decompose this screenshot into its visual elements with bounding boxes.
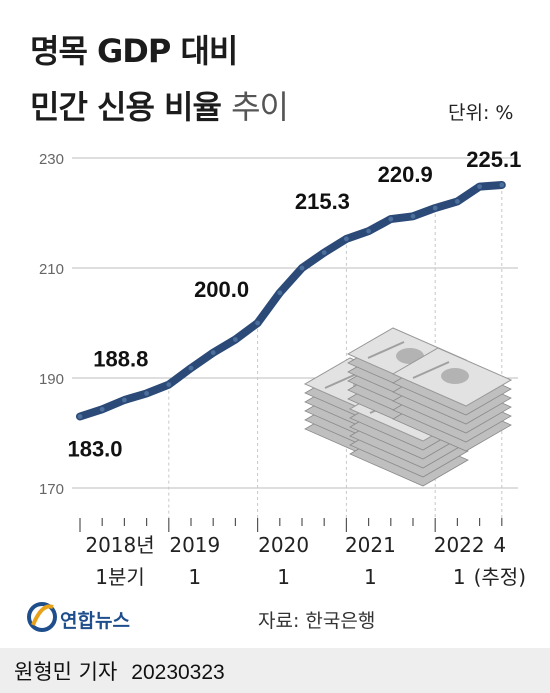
data-point <box>188 365 194 371</box>
data-point <box>388 216 394 222</box>
yonhap-logo-icon <box>27 602 57 632</box>
x-tick-label-line2: 1 <box>364 565 377 589</box>
banknote-band <box>412 361 450 379</box>
data-point <box>299 265 305 271</box>
x-tick-label-line1: 2018년 <box>85 533 154 557</box>
chart-title-line1: 명목 GDP 대비 <box>30 32 238 70</box>
data-point <box>77 414 83 419</box>
data-point <box>432 205 438 211</box>
data-label: 183.0 <box>67 437 122 462</box>
banknote-band <box>367 341 405 359</box>
x-tick-label-line1: 2020 <box>258 533 309 557</box>
footer-band <box>0 648 550 693</box>
x-tick-label-line1: 4 <box>493 533 506 557</box>
data-point <box>499 182 505 188</box>
y-tick-label: 190 <box>39 371 64 388</box>
data-point <box>210 350 216 356</box>
x-tick-labels: 2018년 1분기 2019 1 2020 1 2021 1 2022 1 4 (추정) <box>85 533 526 589</box>
data-point <box>277 290 283 296</box>
data-label: 188.8 <box>93 347 148 372</box>
data-point <box>255 320 260 326</box>
grid <box>72 157 518 532</box>
data-label: 200.0 <box>194 277 249 302</box>
data-point <box>144 391 150 396</box>
chart-title-line2: 민간 신용 비율 추이 <box>30 82 289 128</box>
x-tick-label-line2: 1분기 <box>95 565 145 589</box>
data-point <box>410 213 416 219</box>
y-tick-label: 230 <box>39 151 64 168</box>
x-tick-label-line2: 1 <box>453 565 466 589</box>
y-tick-label: 210 <box>39 261 64 278</box>
data-label: 225.1 <box>466 147 521 172</box>
data-point <box>344 236 349 242</box>
data-point <box>477 184 482 190</box>
data-point <box>99 406 105 412</box>
x-tick-label-line2: 1 <box>188 565 201 589</box>
x-tick-label-line1: 2022 <box>434 533 485 557</box>
series-line <box>76 180 506 421</box>
data-point <box>321 250 327 256</box>
source-label: 자료: 한국은행 <box>258 610 376 632</box>
x-tick-label-line1: 2021 <box>345 533 396 557</box>
chart-title-bold: 민간 신용 비율 <box>30 88 222 126</box>
y-tick-label: 170 <box>39 481 64 498</box>
x-tick-label-line1: 2019 <box>169 533 220 557</box>
data-point <box>366 228 371 234</box>
data-point <box>166 382 172 387</box>
x-tick-label-line2: 1 <box>277 565 290 589</box>
money-stack-illustration <box>303 327 513 487</box>
logo-text: 연합뉴스 <box>60 610 130 632</box>
x-tick-label-line2: (추정) <box>474 565 526 589</box>
data-point <box>233 337 238 342</box>
data-point <box>122 397 127 403</box>
y-tick-labels: 170 190 210 230 <box>39 151 64 498</box>
data-labels: 183.0 188.8 200.0 215.3 220.9 225.1 <box>67 147 521 462</box>
banknote-portrait <box>441 368 469 384</box>
publish-date: 20230323 <box>131 661 225 684</box>
unit-label: 단위: % <box>448 102 514 124</box>
data-point <box>455 199 460 204</box>
reporter-name: 원형민 기자 <box>14 660 118 684</box>
data-label: 215.3 <box>295 189 350 214</box>
byline: 원형민 기자 20230323 <box>14 656 225 686</box>
data-label: 220.9 <box>378 162 433 187</box>
series-line-group <box>76 180 506 421</box>
chart-title-light: 추이 <box>231 88 289 126</box>
